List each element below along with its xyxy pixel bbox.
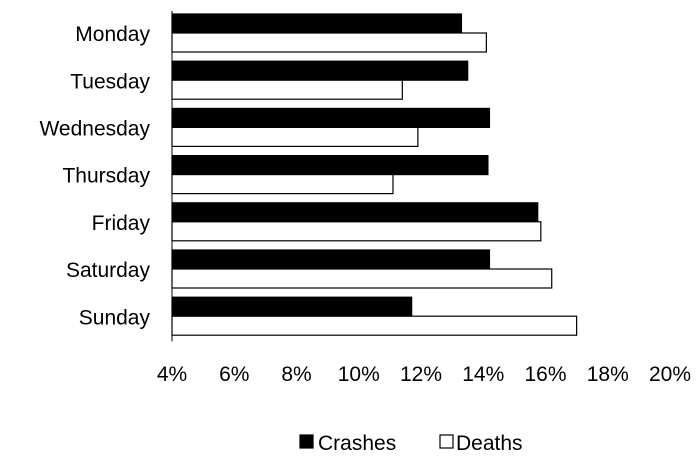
bars-layer [171, 13, 578, 336]
x-tick-label: 12% [400, 363, 442, 386]
x-tick-label: 20% [649, 363, 691, 386]
category-label-friday: Friday [92, 212, 151, 235]
bar-deaths-thursday [171, 174, 394, 195]
x-tick-label: 14% [462, 363, 504, 386]
bar-deaths-sunday [171, 315, 578, 336]
x-tick-label: 18% [587, 363, 629, 386]
bar-crashes-saturday [171, 249, 491, 270]
bar-deaths-monday [171, 32, 487, 53]
category-label-monday: Monday [75, 23, 150, 46]
category-label-saturday: Saturday [66, 259, 151, 282]
bar-crashes-monday [171, 13, 463, 34]
bar-deaths-friday [171, 221, 542, 242]
category-label-tuesday: Tuesday [70, 70, 150, 93]
bar-crashes-friday [171, 202, 539, 223]
legend-swatch-deaths [439, 434, 454, 449]
x-tick-label: 16% [524, 363, 566, 386]
bar-deaths-saturday [171, 268, 553, 289]
x-tick-label: 10% [338, 363, 380, 386]
category-label-wednesday: Wednesday [39, 118, 150, 141]
bar-deaths-tuesday [171, 79, 403, 100]
bar-crashes-wednesday [171, 107, 491, 129]
x-tick-label: 8% [281, 363, 311, 386]
bar-crashes-sunday [171, 296, 413, 317]
x-tick-labels: 4% 6% 8% 10% 12% 14% 16% 18% 20% [157, 363, 691, 386]
bar-crashes-thursday [171, 155, 489, 176]
legend: Crashes Deaths [299, 432, 523, 455]
legend-label-deaths: Deaths [456, 432, 523, 455]
legend-label-crashes: Crashes [318, 432, 396, 455]
category-label-thursday: Thursday [62, 165, 150, 188]
x-tick-label: 6% [219, 363, 249, 386]
bar-crashes-tuesday [171, 60, 469, 81]
bar-deaths-wednesday [171, 126, 419, 148]
x-tick-label: 4% [157, 363, 187, 386]
category-labels: Monday Tuesday Wednesday Thursday Friday Satu… [39, 23, 150, 329]
category-label-sunday: Sunday [79, 306, 151, 329]
legend-swatch-crashes [299, 434, 314, 449]
